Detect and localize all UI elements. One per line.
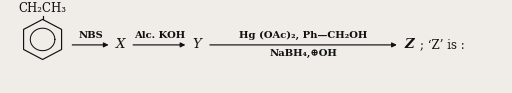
- Text: Y: Y: [193, 38, 202, 51]
- Text: X: X: [116, 38, 125, 51]
- Text: ; ‘Z’ is :: ; ‘Z’ is :: [419, 38, 464, 51]
- Text: Z: Z: [405, 38, 414, 51]
- Text: Alc. KOH: Alc. KOH: [134, 31, 185, 40]
- Text: Hg (OAc)₂, Ph—CH₂OH: Hg (OAc)₂, Ph—CH₂OH: [239, 31, 368, 40]
- Text: NaBH₄,⊕OH: NaBH₄,⊕OH: [269, 49, 337, 58]
- Text: NBS: NBS: [78, 31, 103, 40]
- Text: CH₂CH₃: CH₂CH₃: [18, 2, 67, 15]
